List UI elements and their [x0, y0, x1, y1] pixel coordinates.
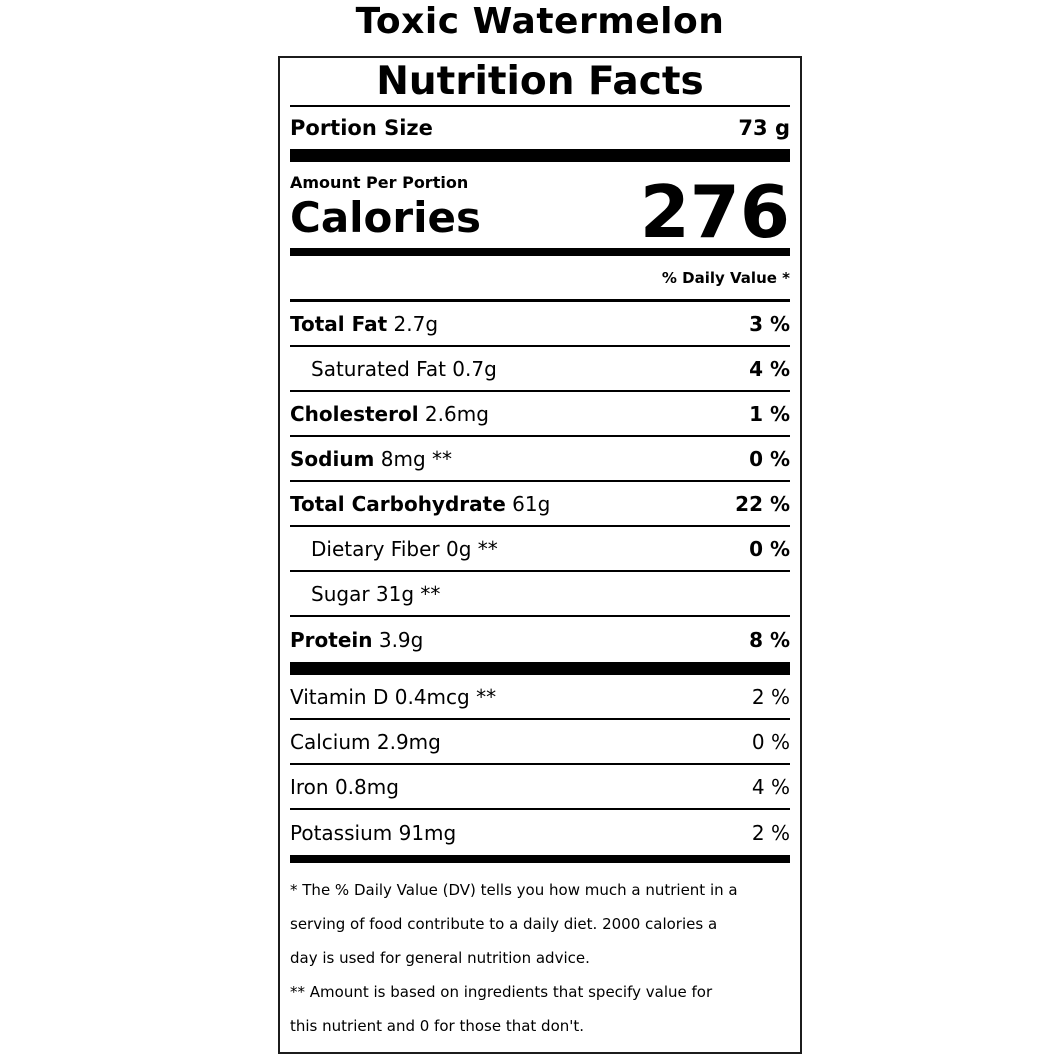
nutrient-amount: 0.7g — [445, 356, 497, 381]
nutrient-name: Dietary Fiber — [311, 536, 440, 561]
micronutrient-name-amount: Calcium 2.9mg — [290, 730, 441, 754]
nutrient-row: Sodium 8mg ** 0 % — [290, 437, 790, 482]
micronutrient-daily-value: 2 % — [751, 820, 790, 845]
calories-label: Calories — [290, 193, 482, 242]
nutrient-name: Sodium — [290, 446, 375, 471]
nutrient-row: Protein 3.9g 8 % — [290, 617, 790, 662]
nutrient-name-amount: Saturated Fat 0.7g — [311, 357, 497, 381]
micronutrient-name: Vitamin D — [290, 684, 389, 709]
micronutrient-row: Potassium 91mg 2 % — [290, 810, 790, 855]
micronutrient-name-amount: Vitamin D 0.4mcg ** — [290, 685, 496, 709]
micronutrient-name: Iron — [290, 774, 329, 799]
footnotes: * The % Daily Value (DV) tells you how m… — [290, 863, 790, 1043]
micronutrient-amount: 0.4mcg ** — [388, 684, 497, 709]
amount-per-portion-label: Amount Per Portion — [290, 173, 469, 192]
nutrient-daily-value: 0 % — [749, 536, 790, 561]
nutrient-rows: Total Fat 2.7g 3 % Saturated Fat 0.7g 4 % Ch… — [290, 302, 790, 662]
nutrient-name: Saturated Fat — [311, 356, 446, 381]
nutrient-row: Total Carbohydrate 61g 22 % — [290, 482, 790, 527]
micronutrient-name: Potassium — [290, 820, 393, 845]
nutrient-name-amount: Total Carbohydrate 61g — [290, 492, 550, 516]
nutrient-name-amount: Protein 3.9g — [290, 628, 423, 652]
micronutrient-amount: 0.8mg — [328, 774, 399, 799]
nutrient-name: Total Carbohydrate — [290, 491, 506, 516]
nutrient-daily-value: 4 % — [749, 356, 790, 381]
nutrient-amount: 0g ** — [439, 536, 498, 561]
micronutrient-rows: Vitamin D 0.4mcg ** 2 % Calcium 2.9mg 0 % Ir… — [290, 675, 790, 855]
label-heading: Nutrition Facts — [376, 59, 704, 104]
nutrient-amount: 3.9g — [372, 627, 424, 652]
micronutrient-amount: 2.9mg — [370, 729, 441, 754]
nutrition-facts-label: Nutrition Facts Portion Size 73 g Amount… — [278, 56, 802, 1054]
divider-under-heading — [290, 105, 790, 107]
separator-bar-medium-2 — [290, 855, 790, 863]
micronutrient-name: Calcium — [290, 729, 371, 754]
micronutrient-name-amount: Iron 0.8mg — [290, 775, 399, 799]
micronutrient-daily-value: 4 % — [751, 774, 790, 799]
portion-size-row: Portion Size 73 g — [290, 107, 790, 149]
nutrient-name-amount: Sugar 31g ** — [311, 582, 440, 606]
micronutrient-amount: 91mg — [392, 820, 457, 845]
calories-value: 276 — [639, 170, 790, 254]
nutrient-row: Cholesterol 2.6mg 1 % — [290, 392, 790, 437]
portion-size-label: Portion Size — [290, 116, 433, 140]
footnote: * The % Daily Value (DV) tells you how m… — [290, 873, 790, 975]
footnote-line: * The % Daily Value (DV) tells you how m… — [290, 881, 738, 899]
nutrient-daily-value: 0 % — [749, 446, 790, 471]
nutrient-daily-value: 22 % — [735, 491, 790, 516]
micronutrient-row: Calcium 2.9mg 0 % — [290, 720, 790, 765]
nutrient-row: Total Fat 2.7g 3 % — [290, 302, 790, 347]
separator-bar-thick-2 — [290, 662, 790, 675]
micronutrient-row: Iron 0.8mg 4 % — [290, 765, 790, 810]
nutrient-name-amount: Sodium 8mg ** — [290, 447, 452, 471]
nutrient-name-amount: Cholesterol 2.6mg — [290, 402, 489, 426]
calories-block: Amount Per Portion Calories 276 — [290, 162, 790, 248]
divider-under-dv-header — [290, 299, 790, 302]
footnote-line: ** Amount is based on ingredients that s… — [290, 983, 713, 1001]
nutrient-amount: 61g — [505, 491, 551, 516]
nutrient-name: Total Fat — [290, 311, 388, 336]
nutrient-name: Sugar — [311, 581, 370, 606]
nutrient-amount: 31g ** — [369, 581, 441, 606]
nutrient-amount: 8mg ** — [374, 446, 453, 471]
nutrient-amount: 2.7g — [387, 311, 439, 336]
micronutrient-daily-value: 2 % — [751, 684, 790, 709]
micronutrient-row: Vitamin D 0.4mcg ** 2 % — [290, 675, 790, 720]
product-title: Toxic Watermelon — [355, 0, 725, 42]
nutrient-name: Cholesterol — [290, 401, 419, 426]
nutrient-daily-value: 1 % — [749, 401, 790, 426]
nutrient-name: Protein — [290, 627, 373, 652]
micronutrient-daily-value: 0 % — [751, 729, 790, 754]
separator-bar-thick — [290, 149, 790, 162]
separator-bar-medium — [290, 248, 790, 256]
portion-size-value: 73 g — [738, 116, 790, 140]
micronutrient-name-amount: Potassium 91mg — [290, 821, 456, 845]
nutrient-name-amount: Total Fat 2.7g — [290, 312, 438, 336]
nutrient-amount: 2.6mg — [418, 401, 489, 426]
nutrient-row: Dietary Fiber 0g ** 0 % — [290, 527, 790, 572]
footnote-line: day is used for general nutrition advice… — [290, 949, 590, 967]
nutrient-daily-value: 3 % — [749, 311, 790, 336]
daily-value-header: % Daily Value * — [661, 268, 790, 287]
footnote-line: serving of food contribute to a daily di… — [290, 915, 718, 933]
nutrient-name-amount: Dietary Fiber 0g ** — [311, 537, 498, 561]
footnote-line: this nutrient and 0 for those that don't… — [290, 1017, 585, 1035]
nutrient-row: Sugar 31g ** — [290, 572, 790, 617]
nutrient-row: Saturated Fat 0.7g 4 % — [290, 347, 790, 392]
footnote: ** Amount is based on ingredients that s… — [290, 975, 790, 1043]
nutrient-daily-value: 8 % — [749, 627, 790, 652]
